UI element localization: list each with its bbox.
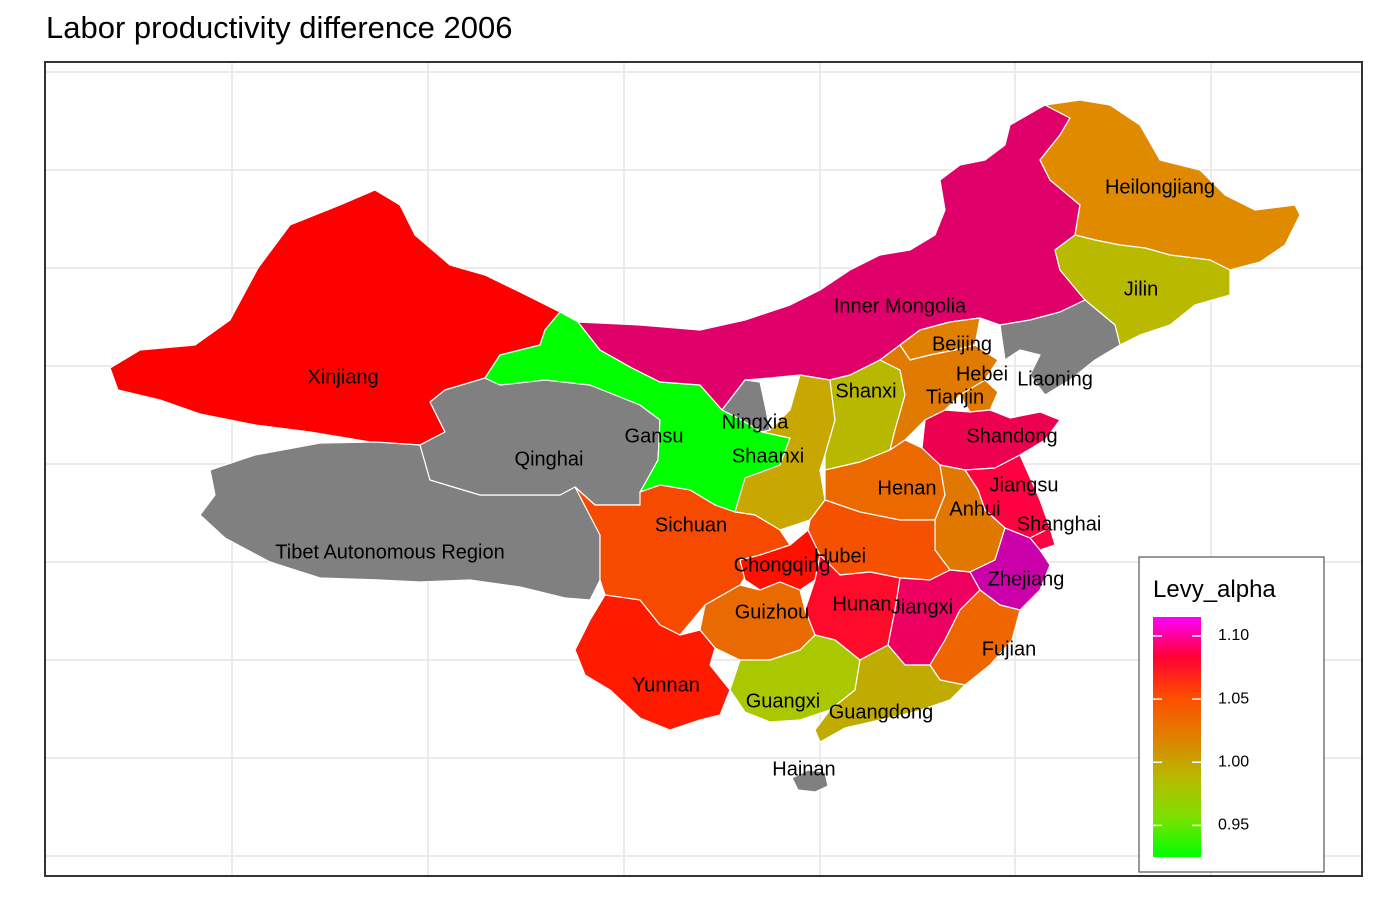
legend-tick-label: 1.05: [1218, 690, 1249, 707]
label-gansu: Gansu: [625, 425, 684, 447]
panel-border: [44, 61, 1363, 877]
label-tianjin: Tianjin: [926, 386, 984, 408]
region-labels: Xinjiang Tibet Autonomous Region Qinghai…: [275, 176, 1215, 780]
label-guangxi: Guangxi: [746, 690, 821, 712]
region-liaoning[interactable]: [999, 299, 1121, 396]
label-guangdong: Guangdong: [829, 701, 934, 723]
label-inner-mongolia: Inner Mongolia: [834, 295, 967, 317]
region-tianjin[interactable]: [959, 379, 999, 413]
regions: [109, 99, 1301, 793]
label-sichuan: Sichuan: [655, 514, 727, 536]
label-shanxi: Shanxi: [835, 380, 896, 402]
label-xinjiang: Xinjiang: [307, 366, 378, 388]
region-hainan[interactable]: [791, 769, 829, 793]
label-hubei: Hubei: [814, 545, 866, 567]
legend-tick-label: 1.00: [1218, 753, 1249, 770]
label-shaanxi: Shaanxi: [732, 445, 804, 467]
legend-tick-label: 1.10: [1218, 627, 1249, 644]
legend-colorbar: [1153, 617, 1201, 857]
legend-title: Levy_alpha: [1153, 576, 1276, 603]
legend-tick-label: 0.95: [1218, 817, 1249, 834]
label-fujian: Fujian: [982, 638, 1036, 660]
label-hebei: Hebei: [956, 363, 1008, 385]
label-shanghai: Shanghai: [1017, 513, 1102, 535]
region-tibet[interactable]: [199, 441, 601, 601]
region-yunnan[interactable]: [574, 594, 731, 731]
region-ningxia[interactable]: [721, 379, 771, 433]
map-title: Labor productivity difference 2006: [46, 10, 513, 45]
label-yunnan: Yunnan: [632, 674, 700, 696]
label-henan: Henan: [878, 477, 937, 499]
label-anhui: Anhui: [949, 498, 1000, 520]
region-guangdong[interactable]: [814, 644, 966, 743]
label-zhejiang: Zhejiang: [988, 568, 1065, 590]
region-jilin[interactable]: [1054, 234, 1231, 346]
legend-ticks: 1.10 1.05 1.00 0.95: [1153, 627, 1249, 834]
label-guizhou: Guizhou: [735, 601, 810, 623]
label-shandong: Shandong: [966, 425, 1057, 447]
label-qinghai: Qinghai: [515, 448, 584, 470]
label-heilongjiang: Heilongjiang: [1105, 176, 1215, 198]
label-hainan: Hainan: [772, 758, 835, 780]
label-hunan: Hunan: [833, 593, 892, 615]
label-liaoning: Liaoning: [1017, 368, 1093, 390]
label-jiangsu: Jiangsu: [990, 474, 1059, 496]
legend: Levy_alpha 1.10 1.05 1.00 0.95: [1138, 556, 1325, 873]
label-tibet: Tibet Autonomous Region: [275, 541, 504, 563]
label-jiangxi: Jiangxi: [891, 596, 953, 618]
label-ningxia: Ningxia: [722, 411, 790, 433]
label-jilin: Jilin: [1124, 278, 1158, 300]
label-chongqing: Chongqing: [734, 554, 831, 576]
label-beijing: Beijing: [932, 333, 992, 355]
